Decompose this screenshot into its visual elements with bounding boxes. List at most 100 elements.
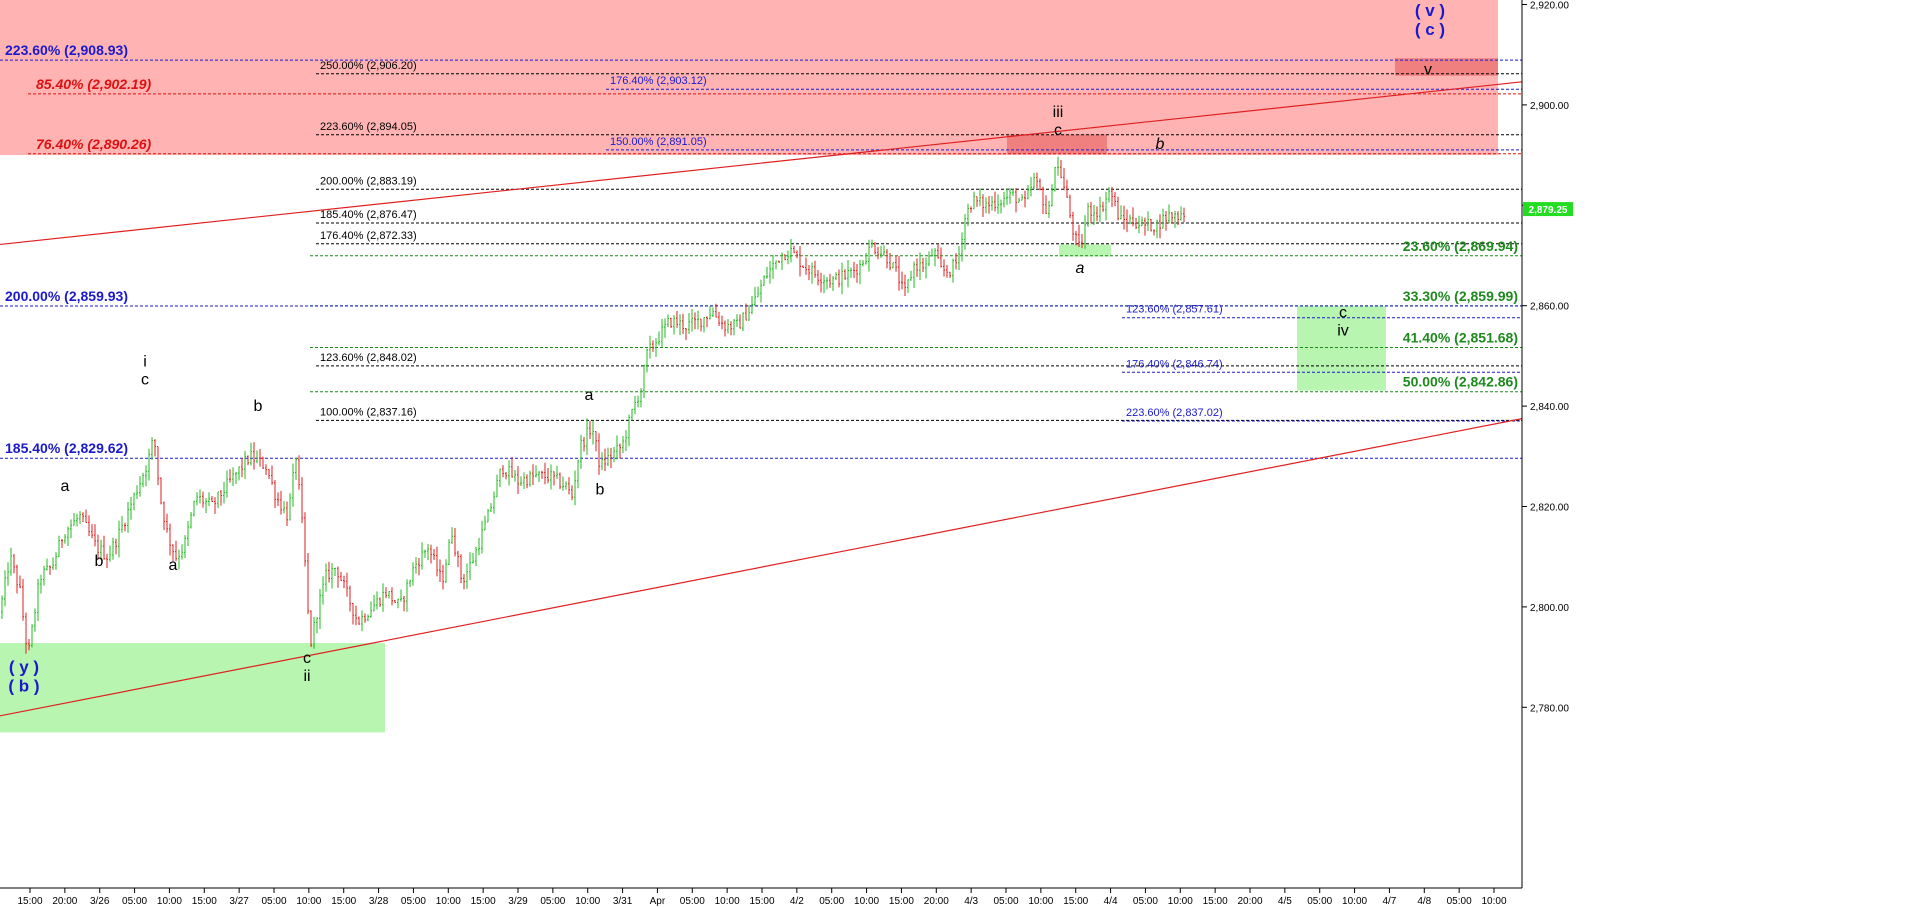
x-tick-label: 20:00 xyxy=(52,896,77,907)
support-zone xyxy=(1297,306,1386,391)
wave-label: iii xyxy=(1053,104,1064,121)
x-tick-label: 05:00 xyxy=(1133,896,1158,907)
x-tick-label: 3/26 xyxy=(90,896,110,907)
wave-label: ( b ) xyxy=(8,677,39,696)
fib-level-label: 200.00% (2,859.93) xyxy=(5,288,128,304)
x-tick-label: 10:00 xyxy=(296,896,321,907)
wave-label: a xyxy=(61,478,70,495)
wave-label: a xyxy=(1076,260,1085,277)
x-tick-label: 05:00 xyxy=(819,896,844,907)
y-axis: 2,780.00 2,800.00 2,820.00 2,840.00 2,860.00… xyxy=(1521,0,1573,888)
wave-label: v xyxy=(1424,61,1432,78)
fib-level-label: 223.60% (2,908.93) xyxy=(5,42,128,58)
y-tick-label: 2,800.00 xyxy=(1530,603,1569,614)
y-tick-label: 2,840.00 xyxy=(1530,402,1569,413)
wave-label: a xyxy=(169,557,178,574)
x-tick-label: 4/3 xyxy=(964,896,978,907)
x-tick-label: 05:00 xyxy=(261,896,286,907)
fib-level-label: 176.40% (2,846.74) xyxy=(1126,358,1223,370)
last-price-label: 2,879.25 xyxy=(1529,205,1568,216)
trendlines-layer xyxy=(0,81,1523,717)
x-tick-label: 4/2 xyxy=(790,896,804,907)
fib-level-label: 200.00% (2,883.19) xyxy=(320,175,417,187)
fib-level-label: 176.40% (2,903.12) xyxy=(610,75,707,87)
fib-level-label: 223.60% (2,837.02) xyxy=(1126,407,1223,419)
x-tick-label: 10:00 xyxy=(157,896,182,907)
x-tick-label: 20:00 xyxy=(1237,896,1262,907)
fib-level-label: 123.60% (2,857.61) xyxy=(1126,304,1223,316)
wave-label: ( c ) xyxy=(1415,20,1445,39)
candles-layer xyxy=(1,156,1185,654)
x-tick-label: 10:00 xyxy=(1481,896,1506,907)
support-zone xyxy=(0,643,385,733)
wave-label: c xyxy=(303,650,311,667)
x-tick-label: 10:00 xyxy=(1028,896,1053,907)
fib-level-label: 250.00% (2,906.20) xyxy=(320,60,417,72)
trendline xyxy=(0,418,1523,717)
x-tick-label: 05:00 xyxy=(122,896,147,907)
fib-levels-layer: 223.60% (2,908.93) 250.00% (2,906.20) 176.… xyxy=(0,42,1522,459)
x-tick-label: 15:00 xyxy=(1203,896,1228,907)
x-tick-label: 15:00 xyxy=(749,896,774,907)
fib-level-label: 33.30% (2,859.99) xyxy=(1403,288,1518,304)
x-tick-label: 05:00 xyxy=(680,896,705,907)
x-tick-label: 10:00 xyxy=(575,896,600,907)
target-box-zone xyxy=(1395,58,1498,76)
fib-level-label: 85.40% (2,902.19) xyxy=(36,76,152,92)
fib-level-label: 123.60% (2,848.02) xyxy=(320,352,417,364)
x-tick-label: 4/5 xyxy=(1278,896,1292,907)
x-tick-label: 4/4 xyxy=(1104,896,1118,907)
x-tick-label: 15:00 xyxy=(17,896,42,907)
wave-label: A xyxy=(1424,0,1436,1)
wave-label: ( v ) xyxy=(1415,1,1445,20)
y-tick-label: 2,920.00 xyxy=(1530,1,1569,12)
fib-level-label: 185.40% (2,829.62) xyxy=(5,440,128,456)
x-tick-label: 3/28 xyxy=(369,896,389,907)
x-tick-label: 05:00 xyxy=(993,896,1018,907)
fib-level-label: 223.60% (2,894.05) xyxy=(320,121,417,133)
fib-level-label: 23.60% (2,869.94) xyxy=(1403,238,1518,254)
x-tick-label: 15:00 xyxy=(331,896,356,907)
wave-label: iv xyxy=(1337,323,1349,340)
x-tick-label: 15:00 xyxy=(192,896,217,907)
wave-label: c xyxy=(1054,122,1062,139)
x-tick-label: 3/27 xyxy=(229,896,249,907)
y-tick-label: 2,860.00 xyxy=(1530,302,1569,313)
wave-label: b xyxy=(95,553,104,570)
zones-layer xyxy=(0,0,1498,733)
last-price-badge xyxy=(1523,202,1573,217)
x-tick-label: 4/7 xyxy=(1382,896,1396,907)
x-tick-label: 15:00 xyxy=(471,896,496,907)
x-tick-label: 05:00 xyxy=(1447,896,1472,907)
wave-label: ii xyxy=(303,668,310,685)
x-tick-label: 20:00 xyxy=(924,896,949,907)
fib-level-label: 100.00% (2,837.16) xyxy=(320,406,417,418)
fib-level-label: 76.40% (2,890.26) xyxy=(36,136,152,152)
x-tick-label: 15:00 xyxy=(889,896,914,907)
x-tick-label: 05:00 xyxy=(1307,896,1332,907)
fib-level-label: 176.40% (2,872.33) xyxy=(320,230,417,242)
x-tick-label: 10:00 xyxy=(1168,896,1193,907)
x-tick-label: 3/31 xyxy=(613,896,633,907)
x-tick-label: 15:00 xyxy=(1063,896,1088,907)
x-tick-label: 4/8 xyxy=(1417,896,1431,907)
x-tick-label: 10:00 xyxy=(436,896,461,907)
x-tick-label: 10:00 xyxy=(715,896,740,907)
target-box-zone xyxy=(1007,134,1107,154)
resistance-zone xyxy=(0,0,1498,156)
wave-label: b xyxy=(1156,136,1165,153)
wave-label: b xyxy=(596,481,605,498)
x-tick-label: 05:00 xyxy=(401,896,426,907)
fib-level-label: 41.40% (2,851.68) xyxy=(1403,329,1518,345)
trendline xyxy=(0,81,1523,246)
wave-label: c xyxy=(141,371,149,388)
y-tick-label: 2,900.00 xyxy=(1530,101,1569,112)
wave-label: c xyxy=(1339,305,1347,322)
x-tick-label: 10:00 xyxy=(1342,896,1367,907)
wave-label: ( y ) xyxy=(9,658,39,677)
fib-level-label: 50.00% (2,842.86) xyxy=(1403,374,1518,390)
x-tick-label: 3/29 xyxy=(508,896,528,907)
y-tick-label: 2,820.00 xyxy=(1530,503,1569,514)
